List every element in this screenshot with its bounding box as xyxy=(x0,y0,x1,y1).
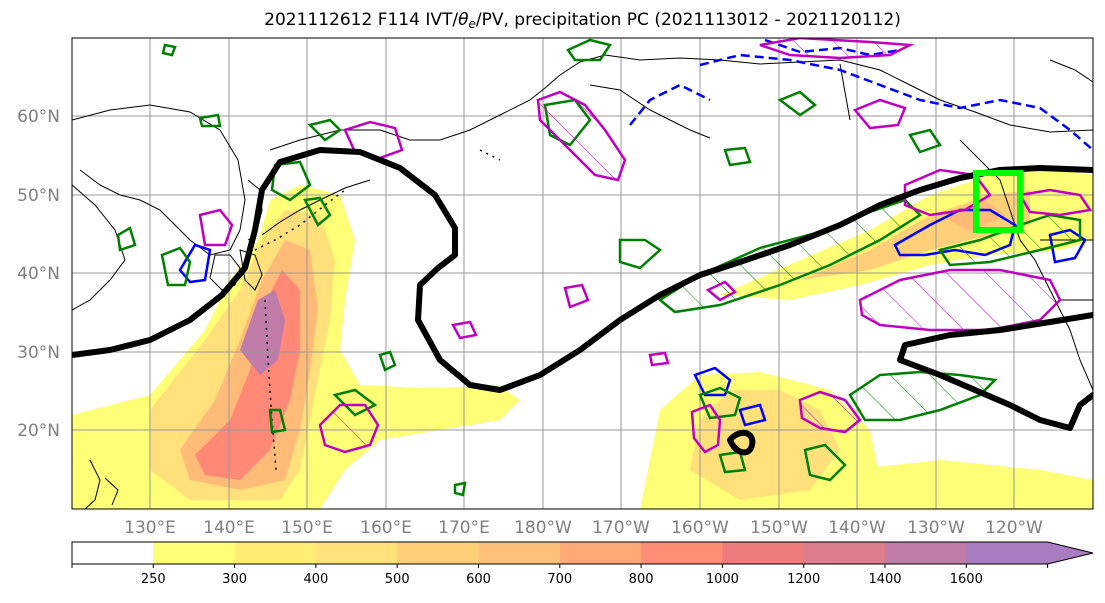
lon-label: 150°E xyxy=(281,518,333,538)
colorbar-label: 1200 xyxy=(787,572,820,587)
map-frame xyxy=(71,37,1094,510)
colorbar-outline xyxy=(71,541,1094,565)
colorbar-label: 300 xyxy=(222,572,247,587)
lat-label: 40°N xyxy=(17,264,60,284)
colorbar-label: 1000 xyxy=(706,572,739,587)
colorbar-segment xyxy=(153,542,236,564)
colorbar-label: 1600 xyxy=(950,572,983,587)
magenta-contours-outline xyxy=(198,98,1093,454)
lon-label: 170°W xyxy=(592,518,650,538)
colorbar-label: 1400 xyxy=(868,572,901,587)
magenta-contours xyxy=(318,38,1062,454)
lon-label: 160°E xyxy=(360,518,412,538)
colorbar-segment xyxy=(397,542,479,564)
colorbar-segment xyxy=(966,542,1049,564)
colorbar-segment xyxy=(478,542,561,564)
colorbar-extend-arrow xyxy=(1047,542,1093,564)
colorbar-segment xyxy=(722,542,805,564)
colorbar-segment xyxy=(885,542,967,564)
lat-label: 30°N xyxy=(17,343,60,363)
coastlines xyxy=(72,54,1093,509)
colorbar-label: 500 xyxy=(385,572,410,587)
lon-label: 170°E xyxy=(438,518,490,538)
ivt-250-contour xyxy=(72,147,1093,456)
lon-label: 150°W xyxy=(750,518,808,538)
colorbar-segment xyxy=(641,542,723,564)
lon-label: 140°W xyxy=(828,518,886,538)
lat-label: 20°N xyxy=(17,421,60,441)
colorbar-segment xyxy=(803,542,886,564)
colorbar-label: 400 xyxy=(303,572,328,587)
colorbar-segment xyxy=(234,542,317,564)
lon-label: 130°W xyxy=(907,518,965,538)
colorbar-label: 800 xyxy=(629,572,654,587)
green-contours-outline xyxy=(116,38,942,497)
lat-label: 50°N xyxy=(17,186,60,206)
lat-labels: 60°N 50°N 40°N 30°N 20°N xyxy=(17,107,60,441)
colorbar: 250 300 400 500 600 700 800 1000 1200 1400 1600 xyxy=(71,541,1094,587)
island-chain xyxy=(254,149,501,471)
colorbar-segment xyxy=(72,542,154,564)
lon-label: 160°W xyxy=(671,518,729,538)
lon-label: 140°E xyxy=(203,518,255,538)
colorbar-segment xyxy=(315,542,398,564)
target-box xyxy=(973,170,1023,233)
map-title: 2021112612 F114 IVT/θe/PV, precipitation… xyxy=(264,10,901,31)
colorbar-label: 250 xyxy=(141,572,166,587)
lon-labels: 130°E 140°E 150°E 160°E 170°E 180°W 170°… xyxy=(124,518,1043,538)
lon-label: 130°E xyxy=(124,518,176,538)
lat-label: 60°N xyxy=(17,107,60,127)
lon-label: 120°W xyxy=(985,518,1043,538)
colorbar-label: 600 xyxy=(466,572,491,587)
colorbar-segment xyxy=(559,542,642,564)
lon-label: 180°W xyxy=(514,518,572,538)
colorbar-label: 700 xyxy=(547,572,572,587)
